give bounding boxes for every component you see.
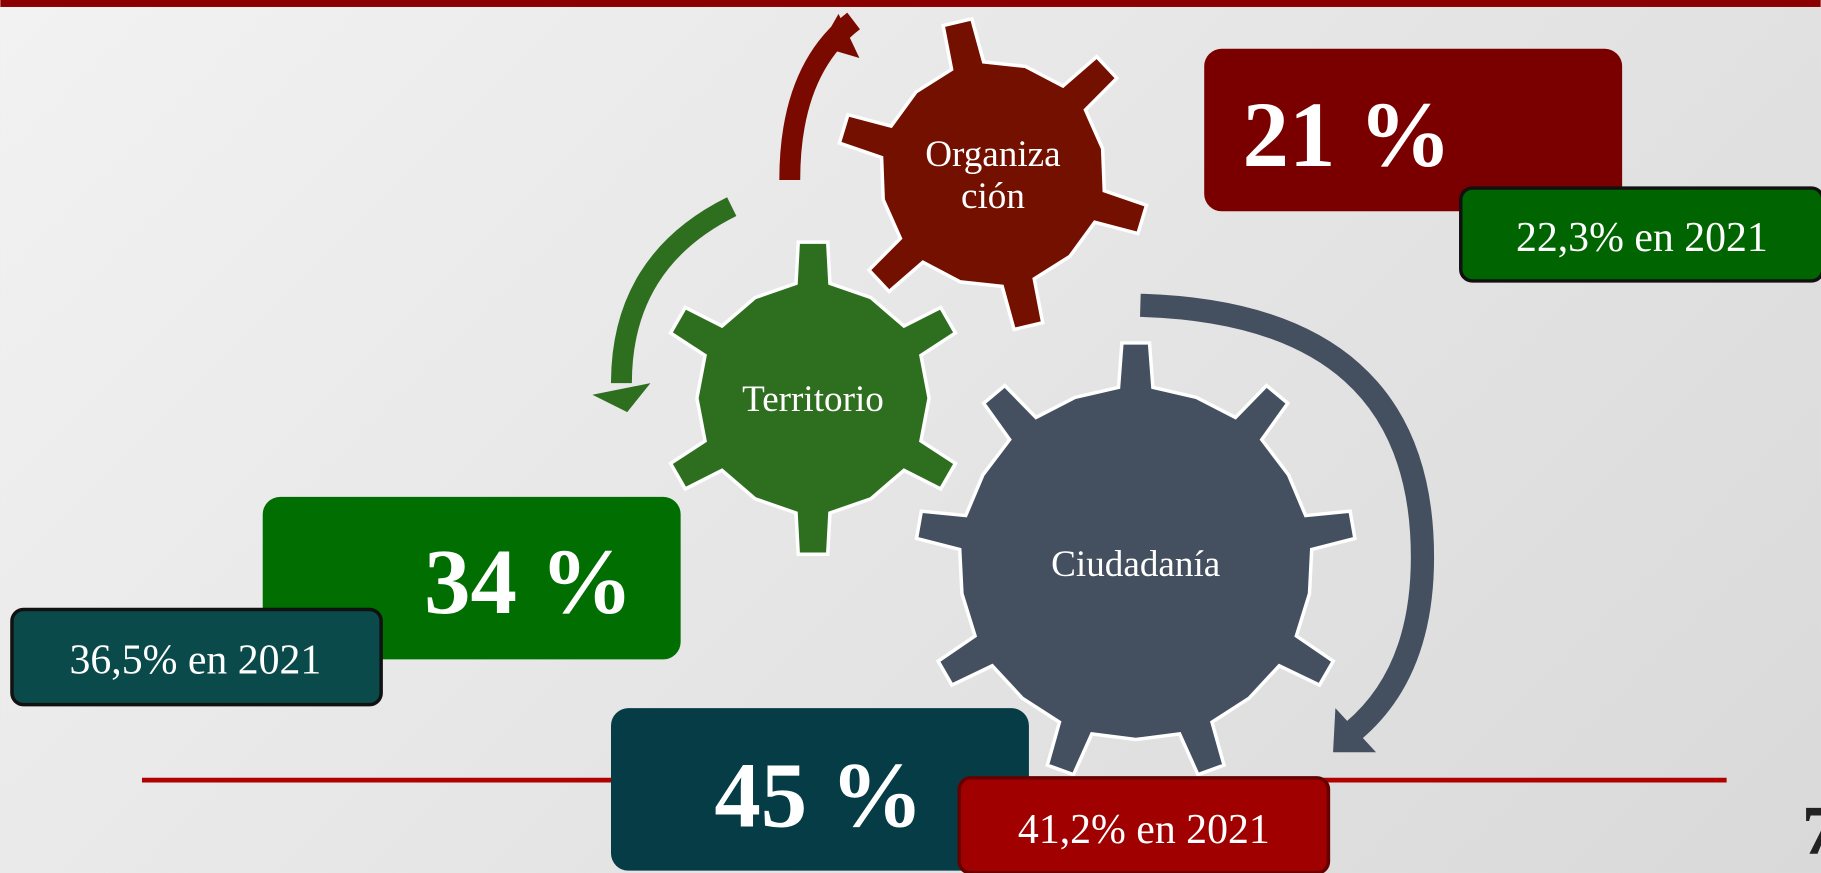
arrow bbox=[1140, 293, 1435, 741]
note-box bbox=[10, 607, 383, 707]
gear bbox=[837, 16, 1149, 332]
arrow bbox=[610, 197, 737, 384]
gear bbox=[668, 240, 958, 556]
gear-label: Organiza bbox=[925, 134, 1060, 175]
note-box bbox=[1459, 186, 1821, 283]
box-34: 34 % 36,5% en 2021 bbox=[10, 496, 681, 707]
note: 22,3% en 2021 bbox=[1516, 215, 1768, 261]
value: 34 % bbox=[424, 531, 633, 634]
gear bbox=[914, 341, 1357, 777]
note-box bbox=[957, 776, 1331, 873]
page-number: 7 bbox=[1802, 792, 1821, 869]
arrow-head bbox=[819, 13, 860, 59]
gear-label: Territorio bbox=[742, 379, 884, 420]
box-45: 45 % 41,2% en 2021 bbox=[610, 708, 1331, 873]
value: 21 % bbox=[1243, 84, 1452, 187]
value-box bbox=[610, 708, 1029, 871]
box-21: 21 % 22,3% en 2021 bbox=[1204, 48, 1821, 283]
gear-label: Ciudadanía bbox=[1051, 544, 1220, 585]
arrow-head bbox=[1333, 708, 1377, 753]
gear-label: ción bbox=[961, 176, 1025, 217]
value: 45 % bbox=[714, 745, 923, 848]
note: 41,2% en 2021 bbox=[1018, 807, 1270, 853]
arrow-head bbox=[592, 383, 651, 413]
top-bar bbox=[0, 0, 1821, 7]
value-box bbox=[1204, 48, 1623, 212]
note: 36,5% en 2021 bbox=[69, 637, 321, 683]
